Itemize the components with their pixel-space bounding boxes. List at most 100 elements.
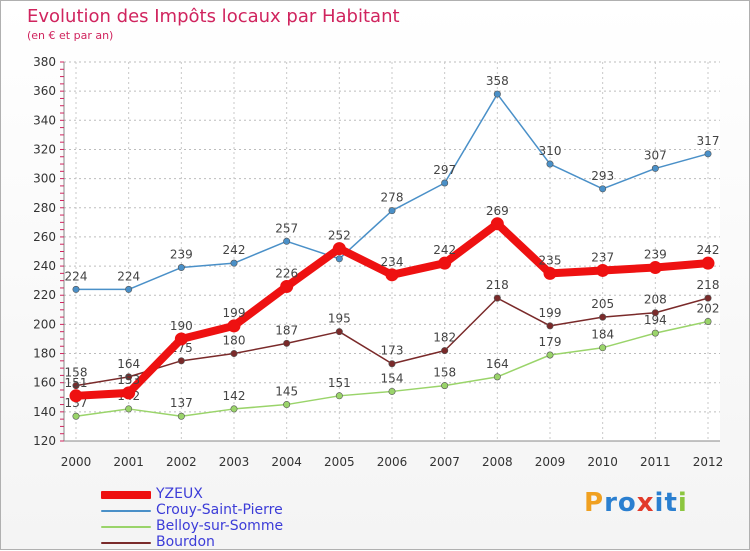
data-point [283, 401, 291, 409]
data-point [280, 279, 294, 293]
data-label: 137 [65, 396, 88, 410]
data-point [335, 392, 343, 400]
data-point [388, 207, 396, 215]
y-tick-label: 220 [33, 288, 56, 302]
data-point [125, 373, 133, 381]
y-tick-label: 180 [33, 347, 56, 361]
data-point [72, 412, 80, 420]
data-label: 310 [539, 144, 562, 158]
data-point [125, 285, 133, 293]
data-point [388, 387, 396, 395]
data-point [704, 317, 712, 325]
proxiti-logo: Proxiti [584, 488, 688, 518]
data-label: 218 [486, 278, 509, 292]
data-point [332, 242, 346, 256]
data-point [230, 350, 238, 358]
data-point [283, 237, 291, 245]
logo-letter: P [584, 488, 605, 518]
data-label: 142 [223, 389, 246, 403]
data-label: 199 [223, 306, 246, 320]
legend-swatch-crouy-saint-pierre [101, 510, 151, 512]
data-point [177, 357, 185, 365]
data-point [230, 259, 238, 267]
data-label: 151 [65, 376, 88, 390]
x-tick-label: 2004 [271, 455, 302, 469]
data-point [441, 382, 449, 390]
data-point [227, 319, 241, 333]
data-label: 358 [486, 74, 509, 88]
data-point [441, 179, 449, 187]
data-label: 257 [275, 221, 298, 235]
data-point [648, 261, 662, 275]
x-tick-label: 2000 [61, 455, 92, 469]
data-label: 234 [381, 255, 404, 269]
data-label: 187 [275, 323, 298, 337]
data-point [493, 294, 501, 302]
data-point [72, 382, 80, 390]
data-label: 242 [433, 243, 456, 257]
logo-letter: i [677, 488, 688, 518]
logo-letter: i [654, 488, 665, 518]
data-label: 153 [117, 373, 140, 387]
data-point [441, 347, 449, 355]
x-tick-label: 2012 [693, 455, 724, 469]
y-tick-label: 120 [33, 434, 56, 448]
data-label: 158 [65, 366, 88, 380]
data-label: 173 [381, 344, 404, 358]
data-label: 190 [170, 319, 193, 333]
data-point [177, 264, 185, 272]
data-point [283, 339, 291, 347]
data-label: 180 [223, 334, 246, 348]
chart-title: Evolution des Impôts locaux par Habitant [27, 6, 400, 27]
data-point [177, 412, 185, 420]
data-label: 179 [539, 335, 562, 349]
y-tick-label: 140 [33, 405, 56, 419]
legend-label-bourdon: Bourdon [156, 534, 215, 550]
data-label: 164 [117, 357, 140, 371]
data-label: 239 [170, 248, 193, 262]
data-point [335, 255, 343, 263]
data-label: 195 [328, 312, 351, 326]
y-tick-label: 260 [33, 230, 56, 244]
data-point [69, 389, 83, 403]
y-tick-label: 380 [33, 55, 56, 69]
data-label: 199 [539, 306, 562, 320]
x-tick-label: 2008 [482, 455, 513, 469]
data-label: 137 [170, 396, 193, 410]
legend-label-belloy-sur-somme: Belloy-sur-Somme [156, 518, 284, 534]
data-label: 278 [381, 191, 404, 205]
x-tick-label: 2001 [113, 455, 144, 469]
data-label: 205 [591, 297, 614, 311]
y-tick-label: 160 [33, 376, 56, 390]
legend-swatch-bourdon [101, 542, 151, 544]
data-point [72, 285, 80, 293]
y-tick-label: 200 [33, 317, 56, 331]
data-point [704, 294, 712, 302]
data-label: 297 [433, 163, 456, 177]
x-tick-label: 2002 [166, 455, 197, 469]
data-point [122, 386, 136, 400]
legend-label-yzeux: YZEUX [156, 486, 203, 502]
y-tick-label: 300 [33, 172, 56, 186]
data-point [385, 268, 399, 282]
y-tick-label: 320 [33, 142, 56, 156]
y-tick-label: 240 [33, 259, 56, 273]
data-point [388, 360, 396, 368]
data-label: 218 [697, 278, 720, 292]
data-label: 307 [644, 148, 667, 162]
legend-swatch-belloy-sur-somme [101, 526, 151, 528]
data-point [651, 309, 659, 317]
data-point [599, 313, 607, 321]
data-point [174, 332, 188, 346]
data-point [543, 266, 557, 280]
x-tick-label: 2009 [535, 455, 566, 469]
data-point [125, 405, 133, 413]
data-point [438, 256, 452, 270]
x-tick-label: 2003 [219, 455, 250, 469]
data-point [546, 322, 554, 330]
data-point [599, 185, 607, 193]
data-point [701, 256, 715, 270]
x-tick-label: 2011 [640, 455, 671, 469]
data-point [596, 263, 610, 277]
